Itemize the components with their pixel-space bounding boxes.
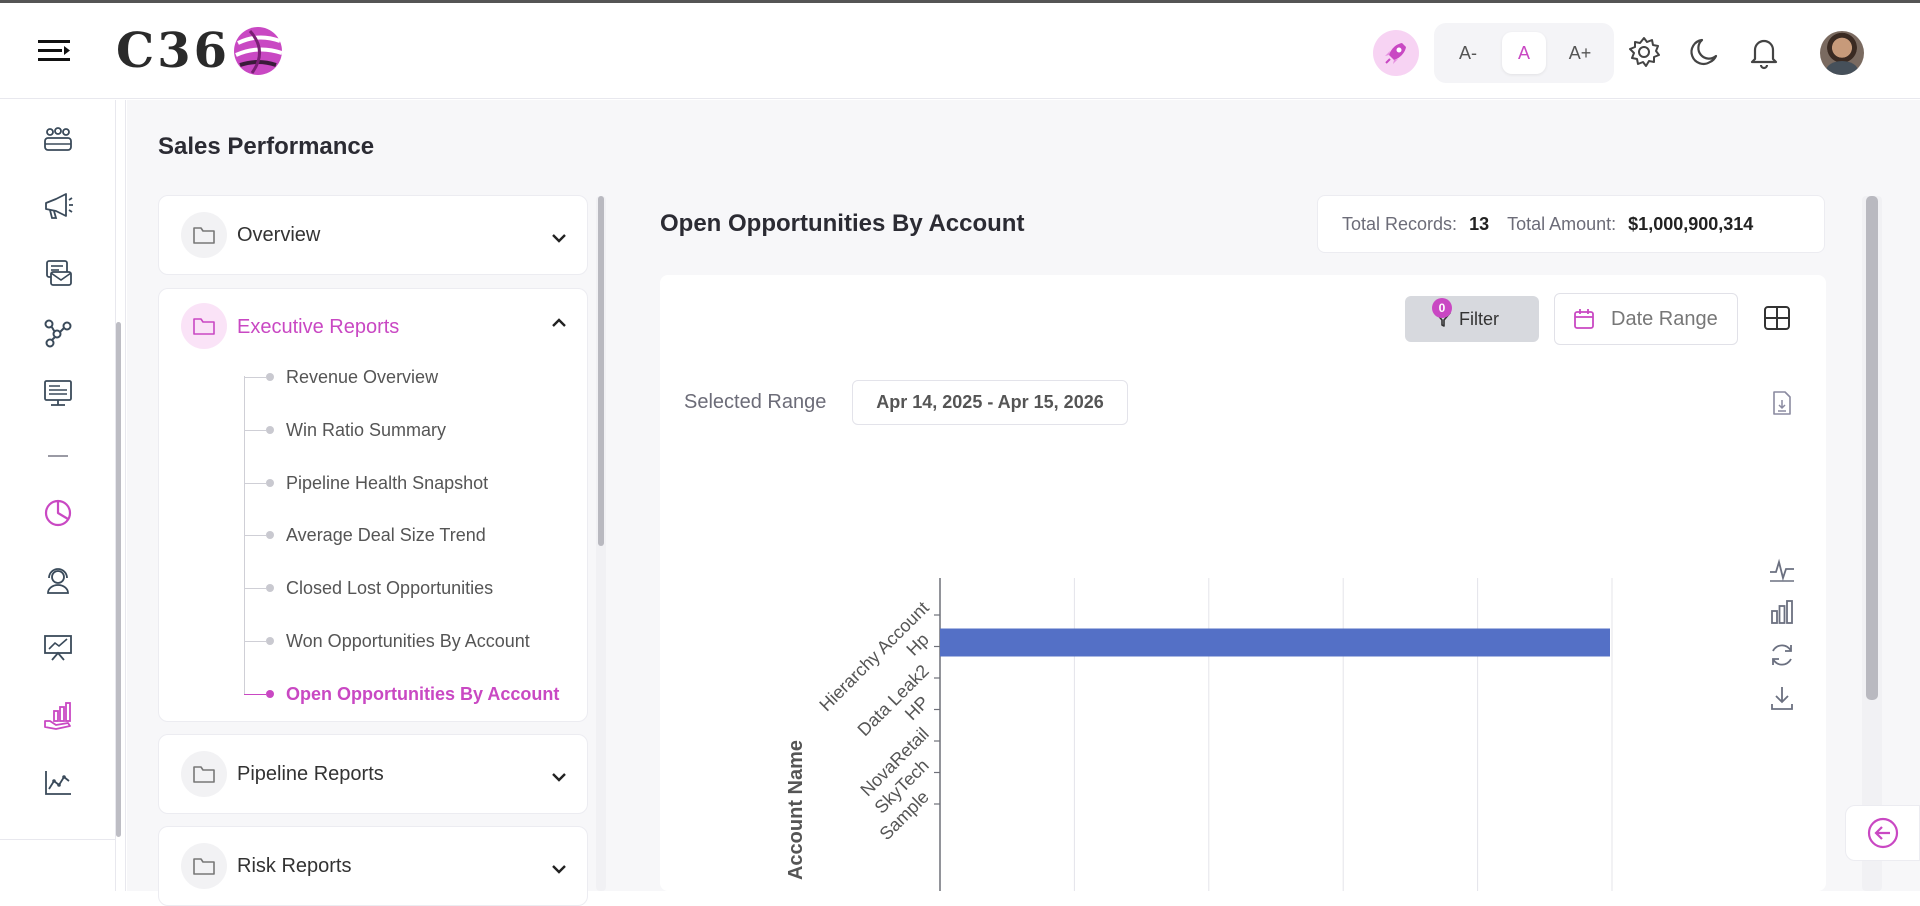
category-risk-reports[interactable]: Risk Reports bbox=[158, 826, 588, 906]
logo-text: C36 bbox=[116, 23, 230, 79]
bar-chart-toggle-icon[interactable] bbox=[1768, 598, 1796, 626]
bullet-dot bbox=[266, 373, 274, 381]
filter-button[interactable]: Filter bbox=[1405, 296, 1539, 342]
report-item[interactable]: Revenue Overview bbox=[244, 367, 438, 387]
export-document-icon[interactable] bbox=[1770, 390, 1794, 416]
sidebar-scroll-track bbox=[115, 100, 116, 891]
calendar-icon bbox=[1574, 309, 1594, 329]
selected-range-value: Apr 14, 2025 - Apr 15, 2026 bbox=[852, 380, 1128, 425]
team-icon[interactable] bbox=[40, 122, 76, 158]
download-icon[interactable] bbox=[1768, 684, 1796, 712]
total-records-value: 13 bbox=[1469, 213, 1490, 234]
date-range-button[interactable]: Date Range bbox=[1554, 293, 1738, 345]
bullet-dot bbox=[266, 584, 274, 592]
sidebar-scrollbar[interactable] bbox=[116, 322, 121, 837]
network-icon[interactable] bbox=[40, 315, 76, 351]
report-item-active[interactable]: Open Opportunities By Account bbox=[244, 684, 559, 704]
pie-chart-icon[interactable] bbox=[40, 495, 76, 531]
folder-icon bbox=[181, 751, 227, 797]
report-list-scrollbar[interactable] bbox=[598, 196, 604, 546]
page-title: Sales Performance bbox=[158, 133, 375, 160]
folder-icon bbox=[181, 303, 227, 349]
presentation-icon[interactable] bbox=[40, 630, 76, 666]
category-label: Overview bbox=[237, 224, 321, 246]
panel-scrollbar[interactable] bbox=[1866, 196, 1878, 700]
chevron-down-icon[interactable] bbox=[549, 859, 569, 879]
font-decrease-button[interactable]: A- bbox=[1459, 42, 1477, 63]
chart-card bbox=[660, 275, 1826, 891]
selected-range-label: Selected Range bbox=[684, 391, 827, 413]
menu-icon[interactable] bbox=[38, 37, 70, 65]
filter-label: Filter bbox=[1459, 308, 1499, 329]
chevron-down-icon[interactable] bbox=[549, 228, 569, 248]
monitor-report-icon[interactable] bbox=[40, 375, 76, 411]
filter-count-badge: 0 bbox=[1432, 298, 1452, 318]
y-axis-label: Account Name bbox=[785, 740, 807, 880]
hand-growth-icon[interactable] bbox=[40, 698, 76, 734]
top-header: C36 A- A A+ bbox=[0, 3, 1920, 99]
total-amount-label: Total Amount: bbox=[1507, 213, 1617, 234]
font-size-toggle: A- A A+ bbox=[1434, 23, 1614, 83]
user-avatar[interactable] bbox=[1820, 31, 1864, 75]
minus-icon[interactable] bbox=[40, 438, 76, 474]
moon-icon[interactable] bbox=[1686, 34, 1722, 70]
line-chart-icon[interactable] bbox=[40, 765, 76, 801]
total-records-label: Total Records: bbox=[1342, 213, 1458, 234]
line-chart-toggle-icon[interactable] bbox=[1768, 556, 1796, 584]
gear-icon[interactable] bbox=[1626, 34, 1662, 70]
category-label: Risk Reports bbox=[237, 855, 352, 877]
app-logo[interactable]: C36 bbox=[116, 21, 284, 81]
icon-sidebar bbox=[0, 100, 126, 891]
bullet-dot bbox=[266, 479, 274, 487]
logo-globe-icon bbox=[234, 27, 283, 75]
font-increase-button[interactable]: A+ bbox=[1568, 42, 1592, 63]
folder-icon bbox=[181, 212, 227, 258]
chevron-down-icon[interactable] bbox=[549, 767, 569, 787]
category-executive-reports[interactable]: Executive Reports bbox=[158, 288, 588, 722]
rocket-icon[interactable] bbox=[1373, 30, 1419, 76]
report-item[interactable]: Won Opportunities By Account bbox=[244, 631, 530, 651]
bullet-dot bbox=[266, 531, 274, 539]
support-agent-icon[interactable] bbox=[40, 563, 76, 599]
bullet-dot bbox=[266, 637, 274, 645]
sidebar-divider bbox=[0, 839, 116, 840]
date-range-label: Date Range bbox=[1611, 307, 1718, 330]
refresh-icon[interactable] bbox=[1768, 641, 1796, 669]
mail-list-icon[interactable] bbox=[40, 255, 76, 291]
bell-icon[interactable] bbox=[1746, 34, 1782, 70]
report-item[interactable]: Pipeline Health Snapshot bbox=[244, 473, 488, 493]
category-pipeline-reports[interactable]: Pipeline Reports bbox=[158, 734, 588, 814]
bullet-dot bbox=[266, 690, 274, 698]
bullet-dot bbox=[266, 426, 274, 434]
folder-icon bbox=[181, 843, 227, 889]
bar-hp bbox=[940, 628, 1610, 657]
collapse-panel-button[interactable] bbox=[1845, 805, 1920, 861]
chevron-up-icon[interactable] bbox=[549, 313, 569, 333]
report-item[interactable]: Win Ratio Summary bbox=[244, 420, 446, 440]
category-label: Pipeline Reports bbox=[237, 763, 384, 785]
total-amount-value: $1,000,900,314 bbox=[1628, 213, 1754, 234]
report-item[interactable]: Average Deal Size Trend bbox=[244, 525, 486, 545]
report-title: Open Opportunities By Account bbox=[660, 210, 1025, 237]
report-item[interactable]: Closed Lost Opportunities bbox=[244, 578, 493, 598]
category-label: Executive Reports bbox=[237, 316, 400, 338]
report-stats: Total Records: 13 Total Amount: $1,000,9… bbox=[1317, 195, 1825, 253]
font-normal-button[interactable]: A bbox=[1502, 32, 1546, 74]
megaphone-icon[interactable] bbox=[40, 188, 76, 224]
category-overview[interactable]: Overview bbox=[158, 195, 588, 275]
arrow-left-circle-icon bbox=[1867, 817, 1898, 849]
table-view-icon[interactable] bbox=[1762, 303, 1792, 333]
